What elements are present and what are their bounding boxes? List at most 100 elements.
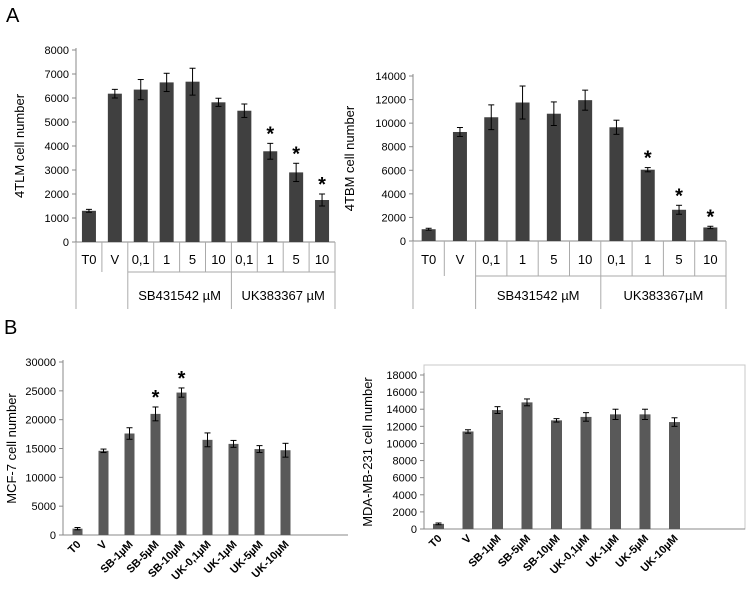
y-tick-label: 16000	[386, 387, 417, 399]
y-tick-label: 2000	[382, 212, 406, 224]
y-tick-label: 14000	[386, 404, 417, 416]
panel-label-b: B	[4, 317, 17, 339]
category-label: 10	[703, 252, 717, 267]
bar	[289, 172, 304, 242]
y-tick-label: 5000	[32, 501, 56, 513]
group-label: UK383367µM	[624, 288, 704, 303]
y-tick-label: 10000	[25, 472, 56, 484]
category-label: V	[96, 538, 110, 552]
group-label: UK383367 µM	[242, 288, 325, 303]
y-tick-label: 3000	[45, 165, 69, 177]
bar	[124, 433, 135, 535]
bar	[202, 439, 213, 535]
y-tick-label: 5000	[45, 117, 69, 129]
y-tick-label: 25000	[25, 386, 56, 398]
y-tick-label: 4000	[45, 141, 69, 153]
y-tick-label: 4000	[393, 490, 417, 502]
category-label: T0	[66, 539, 84, 557]
category-label: 1	[163, 252, 170, 267]
bar	[521, 402, 533, 529]
bar	[176, 392, 187, 535]
y-tick-label: 0	[411, 524, 417, 536]
bar	[580, 416, 592, 529]
y-tick-label: 0	[50, 530, 56, 542]
bar	[433, 523, 444, 529]
y-tick-label: 6000	[382, 165, 406, 177]
y-tick-label: 12000	[386, 421, 417, 433]
y-axis-label: MCF-7 cell number	[4, 393, 19, 504]
category-label: V	[456, 252, 465, 267]
bar	[703, 227, 718, 241]
y-tick-label: 1000	[45, 213, 69, 225]
bar	[185, 81, 200, 243]
significance-star: *	[706, 206, 714, 228]
significance-star: *	[318, 174, 326, 196]
category-label: 0,1	[482, 252, 500, 267]
bar	[515, 102, 530, 242]
y-axis-label: 4TLM cell number	[12, 93, 27, 198]
category-label: V	[111, 252, 120, 267]
y-tick-label: 30000	[25, 357, 56, 369]
bar	[280, 450, 291, 535]
category-label: 5	[189, 252, 196, 267]
y-axis-label: MDA-MB-231 cell number	[360, 377, 375, 527]
category-label: 10	[315, 252, 329, 267]
bar	[98, 450, 109, 535]
category-label: 0,1	[132, 252, 150, 267]
panel-label-a: A	[6, 5, 20, 27]
category-label: 5	[550, 252, 557, 267]
chart-b2: 0 2000 4000 6000 8000 10000 12000 14000 16000 180…	[360, 364, 746, 577]
bar	[551, 420, 562, 529]
category-label: 0,1	[607, 252, 625, 267]
significance-star: *	[644, 148, 652, 170]
bar	[107, 93, 122, 243]
category-label: 0,1	[235, 252, 253, 267]
bar	[263, 151, 278, 242]
bar	[237, 110, 252, 242]
significance-star: *	[266, 123, 274, 145]
bar	[72, 528, 83, 535]
category-label: T0	[427, 533, 445, 551]
y-tick-label: 4000	[382, 189, 406, 201]
category-label: 1	[644, 252, 651, 267]
bar	[159, 82, 174, 243]
y-tick-label: 0	[400, 236, 406, 248]
bar	[610, 414, 621, 529]
chart-b1: 0 5000 10000 15000 20000 25000 30000 MCF-7 cell…	[4, 357, 348, 583]
y-tick-label: 6000	[393, 473, 417, 485]
y-tick-label: 10000	[375, 118, 406, 130]
y-tick-label: 10000	[386, 438, 417, 450]
bar	[546, 113, 561, 241]
y-tick-label: 14000	[375, 71, 406, 83]
y-tick-label: 2000	[45, 189, 69, 201]
y-tick-label: 15000	[25, 444, 56, 456]
bar	[484, 117, 499, 241]
category-label: 10	[578, 252, 592, 267]
significance-star: *	[178, 368, 186, 390]
category-label: T0	[81, 252, 96, 267]
category-label: 1	[267, 252, 274, 267]
bar	[578, 100, 593, 242]
bar	[133, 89, 148, 242]
chart-a1: 0 1000 2000 3000 4000 5000 6000 7000 8000 4TLM ce…	[12, 45, 336, 309]
bar	[254, 449, 265, 535]
category-label: 1	[519, 252, 526, 267]
bar	[315, 200, 330, 242]
category-label: T0	[421, 252, 436, 267]
y-tick-label: 8000	[45, 45, 69, 57]
bar	[421, 229, 436, 241]
y-tick-label: 20000	[25, 415, 56, 427]
y-tick-label: 8000	[382, 142, 406, 154]
y-tick-label: 8000	[393, 456, 417, 468]
category-label: V	[460, 532, 474, 546]
bar	[640, 169, 655, 241]
bar	[150, 413, 161, 535]
bar	[228, 443, 239, 535]
bar	[609, 127, 624, 241]
significance-star: *	[152, 387, 160, 409]
bar	[669, 422, 680, 529]
bar	[639, 414, 651, 529]
bar	[462, 431, 474, 529]
significance-star: *	[675, 185, 683, 207]
